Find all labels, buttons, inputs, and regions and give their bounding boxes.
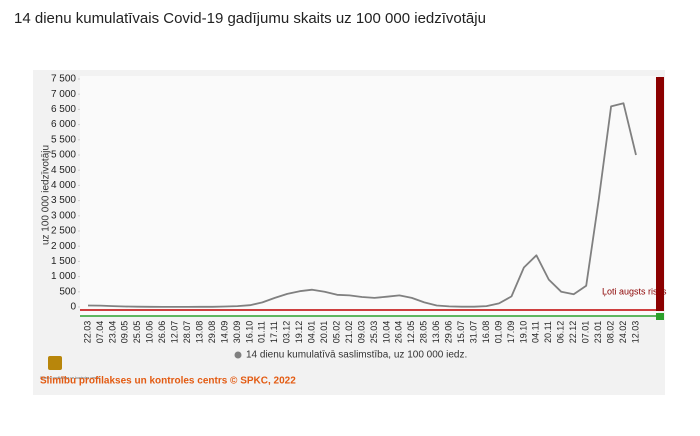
x-tick-label: 01.09 — [493, 321, 503, 344]
x-tick-label: 22.03 — [82, 321, 92, 344]
x-tick-label: 29.08 — [207, 321, 217, 344]
series-line — [87, 102, 637, 308]
y-tick-label: 5 500 — [51, 134, 76, 145]
logo-caption: Slimību profilakses un kontroles centrs — [40, 376, 100, 380]
x-tick-label: 04.11 — [531, 321, 541, 343]
annotation: Ļoti augsts risks — [602, 286, 667, 296]
y-tick-label: 4 000 — [51, 180, 76, 191]
x-tick-label: 19.12 — [294, 321, 304, 344]
x-tick-label: 06.12 — [556, 321, 566, 344]
risk-bar — [656, 77, 664, 311]
x-tick-label: 14.09 — [219, 321, 229, 344]
x-tick-label: 22.12 — [568, 321, 578, 344]
x-tick-label: 20.01 — [319, 321, 329, 344]
x-tick-label: 15.07 — [456, 321, 466, 344]
x-tick-label: 26.04 — [394, 321, 404, 344]
x-tick-label: 23.04 — [107, 321, 117, 344]
x-tick-label: 13.06 — [431, 321, 441, 344]
x-tick-label: 12.07 — [170, 321, 180, 344]
x-tick-label: 03.12 — [282, 321, 292, 344]
x-tick-label: 25.05 — [132, 321, 142, 344]
x-tick-label: 29.06 — [444, 321, 454, 344]
y-axis-label: uz 100 000 iedzīvotāju — [41, 145, 52, 245]
x-tick-label: 28.07 — [182, 321, 192, 344]
y-tick-label: 1 000 — [51, 271, 76, 282]
y-tick-label: 5 000 — [51, 150, 76, 161]
x-tick-label: 07.01 — [581, 321, 591, 344]
x-tick-label: 01.11 — [257, 321, 267, 343]
chart-title: 14 dienu kumulatīvais Covid-19 gadījumu … — [14, 10, 486, 27]
x-tick-label: 24.02 — [618, 321, 628, 344]
x-tick-label: 10.06 — [145, 321, 155, 344]
y-tick-label: 7 500 — [51, 74, 76, 85]
x-tick-label: 28.05 — [419, 321, 429, 344]
logo — [48, 356, 62, 370]
x-tick-label: 30.09 — [232, 321, 242, 344]
y-tick-label: 500 — [59, 286, 76, 297]
x-tick-label: 19.10 — [518, 321, 528, 344]
y-tick-label: 2 000 — [51, 241, 76, 252]
x-tick-label: 23.01 — [593, 321, 603, 344]
x-tick-label: 07.04 — [95, 321, 105, 344]
y-tick-label: 6 000 — [51, 119, 76, 130]
y-tick-label: 3 000 — [51, 210, 76, 221]
x-tick-label: 05.02 — [331, 321, 341, 344]
x-tick-label: 12.05 — [406, 321, 416, 344]
y-tick-label: 2 500 — [51, 226, 76, 237]
x-tick-label: 31.07 — [468, 321, 478, 344]
y-tick-label: 6 500 — [51, 104, 76, 115]
x-tick-label: 16.08 — [481, 321, 491, 344]
y-tick-label: 7 000 — [51, 89, 76, 100]
x-tick-label: 26.06 — [157, 321, 167, 344]
x-tick-label: 17.11 — [269, 321, 279, 343]
y-tick-label: 3 500 — [51, 195, 76, 206]
x-tick-label: 10.04 — [381, 321, 391, 344]
y-tick-label: 4 500 — [51, 165, 76, 176]
y-tick-label: 1 500 — [51, 256, 76, 267]
x-tick-label: 17.09 — [506, 321, 516, 344]
x-tick-label: 13.08 — [194, 321, 204, 344]
x-tick-label: 21.02 — [344, 321, 354, 344]
legend-marker — [234, 351, 242, 359]
risk-bar-low — [656, 313, 664, 320]
x-tick-label: 08.02 — [605, 321, 615, 344]
x-tick-label: 09.05 — [120, 321, 130, 344]
x-tick-label: 09.03 — [356, 321, 366, 344]
footer: Slimību profilakses un kontroles centrs … — [40, 376, 296, 387]
x-tick-label: 20.11 — [543, 321, 553, 343]
x-tick-label: 16.10 — [244, 321, 254, 344]
y-tick-label: 0 — [70, 302, 76, 313]
x-tick-label: 04.01 — [307, 321, 317, 344]
x-tick-label: 12.03 — [630, 321, 640, 344]
legend-label: 14 dienu kumulatīvā saslimstība, uz 100 … — [246, 350, 467, 361]
x-tick-label: 25.03 — [369, 321, 379, 344]
plot-area — [80, 76, 658, 316]
